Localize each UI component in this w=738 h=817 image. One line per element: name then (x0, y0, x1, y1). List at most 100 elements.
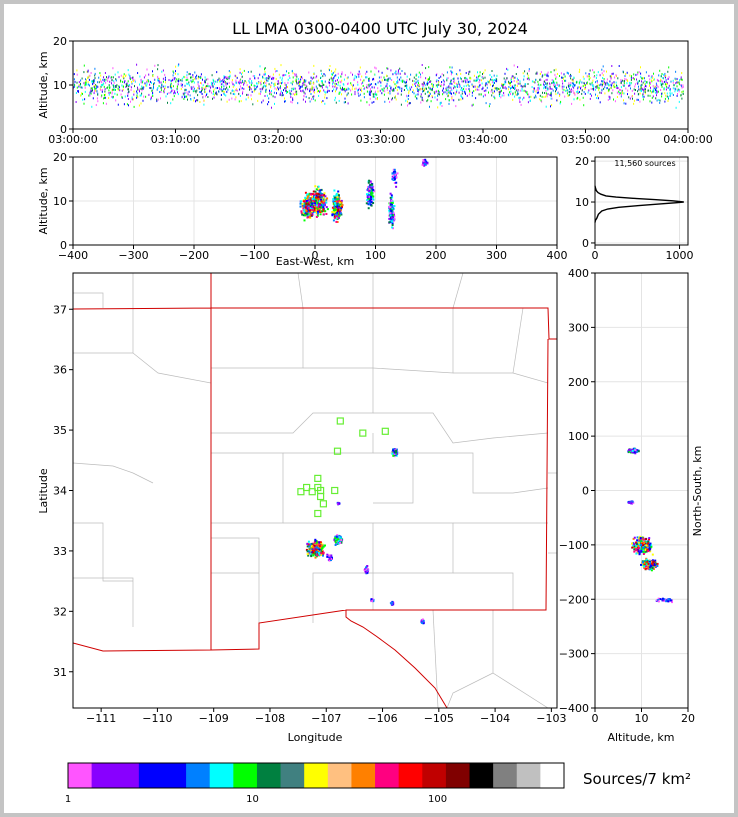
time-altitude-point (262, 75, 263, 78)
time-altitude-point (186, 82, 188, 85)
plan-view-point (322, 551, 325, 554)
time-altitude-point (344, 97, 346, 100)
time-altitude-point (243, 87, 245, 90)
time-altitude-point (622, 71, 624, 74)
time-altitude-point (314, 88, 315, 91)
time-altitude-point (570, 74, 572, 77)
time-altitude-point (651, 101, 653, 104)
time-altitude-point (96, 97, 98, 100)
time-altitude-point (235, 79, 237, 82)
time-altitude-point (235, 75, 237, 78)
time-altitude-point (555, 84, 556, 87)
time-altitude-point (256, 85, 258, 88)
east-west-point (323, 204, 326, 206)
time-altitude-point (113, 86, 115, 89)
time-altitude-point (623, 92, 625, 95)
time-altitude-point (540, 83, 542, 86)
time-altitude-point (464, 79, 466, 82)
east-west-point (322, 213, 325, 216)
time-altitude-point (96, 85, 98, 88)
time-altitude-point (143, 95, 145, 98)
time-altitude-point (676, 94, 678, 97)
time-altitude-point (616, 84, 617, 87)
east-west-point (306, 216, 309, 219)
altitude-tick-label: 10 (53, 195, 67, 208)
time-altitude-point (570, 81, 572, 84)
east-west-point (336, 214, 339, 217)
time-altitude-point (320, 80, 322, 83)
time-altitude-point (368, 77, 370, 80)
time-altitude-point (264, 77, 266, 80)
time-altitude-point (221, 86, 223, 88)
time-altitude-point (675, 88, 677, 91)
east-west-point (305, 206, 308, 209)
time-altitude-point (632, 77, 634, 80)
time-altitude-point (346, 94, 348, 97)
time-altitude-point (573, 82, 575, 85)
time-altitude-point (173, 71, 175, 74)
time-altitude-point (290, 93, 292, 96)
time-altitude-point (678, 83, 680, 86)
time-altitude-point (284, 100, 286, 103)
east-west-point (368, 185, 371, 188)
time-altitude-point (93, 85, 95, 88)
time-altitude-point (573, 76, 575, 79)
time-altitude-point (369, 94, 371, 96)
time-altitude-point (642, 77, 644, 80)
time-altitude-point (232, 85, 234, 88)
east-west-point (337, 206, 340, 209)
time-altitude-point (303, 83, 305, 86)
time-altitude-point (573, 86, 575, 89)
time-altitude-point (200, 82, 201, 84)
time-altitude-point (584, 88, 586, 90)
time-altitude-point (120, 93, 122, 96)
time-altitude-point (359, 93, 361, 96)
time-altitude-point (375, 97, 377, 100)
time-altitude-point (649, 100, 651, 103)
time-altitude-point (304, 79, 305, 82)
time-altitude-point (241, 73, 242, 76)
time-altitude-point (620, 79, 622, 81)
time-altitude-point (125, 86, 127, 88)
time-altitude-point (445, 98, 447, 101)
time-altitude-point (669, 95, 671, 97)
longitude-tick-label: −106 (367, 712, 397, 725)
time-altitude-point (616, 87, 618, 89)
time-altitude-point (128, 73, 130, 76)
time-altitude-point (232, 93, 234, 95)
time-altitude-point (553, 80, 555, 83)
east-west-point (305, 194, 308, 197)
time-altitude-point (430, 88, 432, 91)
east-west-point (392, 220, 395, 223)
time-altitude-point (311, 98, 312, 101)
time-altitude-point (471, 91, 473, 94)
time-altitude-point (623, 102, 625, 105)
time-altitude-point (513, 84, 515, 87)
time-altitude-point (676, 81, 678, 84)
east-west-point (302, 212, 305, 214)
time-altitude-point (446, 91, 448, 94)
east-west-point (333, 196, 336, 199)
time-altitude-point (625, 73, 627, 76)
plan-view-point (321, 550, 324, 553)
time-altitude-point (80, 82, 81, 85)
time-altitude-point (184, 84, 186, 87)
time-altitude-point (572, 78, 574, 81)
time-altitude-point (90, 92, 92, 95)
east-west-point (335, 210, 337, 213)
time-altitude-point (106, 76, 107, 79)
time-altitude-point (164, 88, 165, 90)
time-altitude-point (460, 77, 462, 80)
time-altitude-point (420, 76, 422, 79)
time-altitude-point (574, 84, 576, 87)
time-altitude-point (328, 81, 330, 84)
time-altitude-point (514, 95, 516, 98)
plan-view-point (308, 549, 311, 552)
time-altitude-point (262, 99, 264, 102)
time-altitude-point (141, 81, 143, 84)
time-altitude-point (479, 71, 481, 74)
time-altitude-point (622, 92, 624, 95)
time-altitude-point (491, 94, 493, 97)
north-south-point (634, 452, 637, 455)
time-altitude-point (204, 79, 206, 82)
